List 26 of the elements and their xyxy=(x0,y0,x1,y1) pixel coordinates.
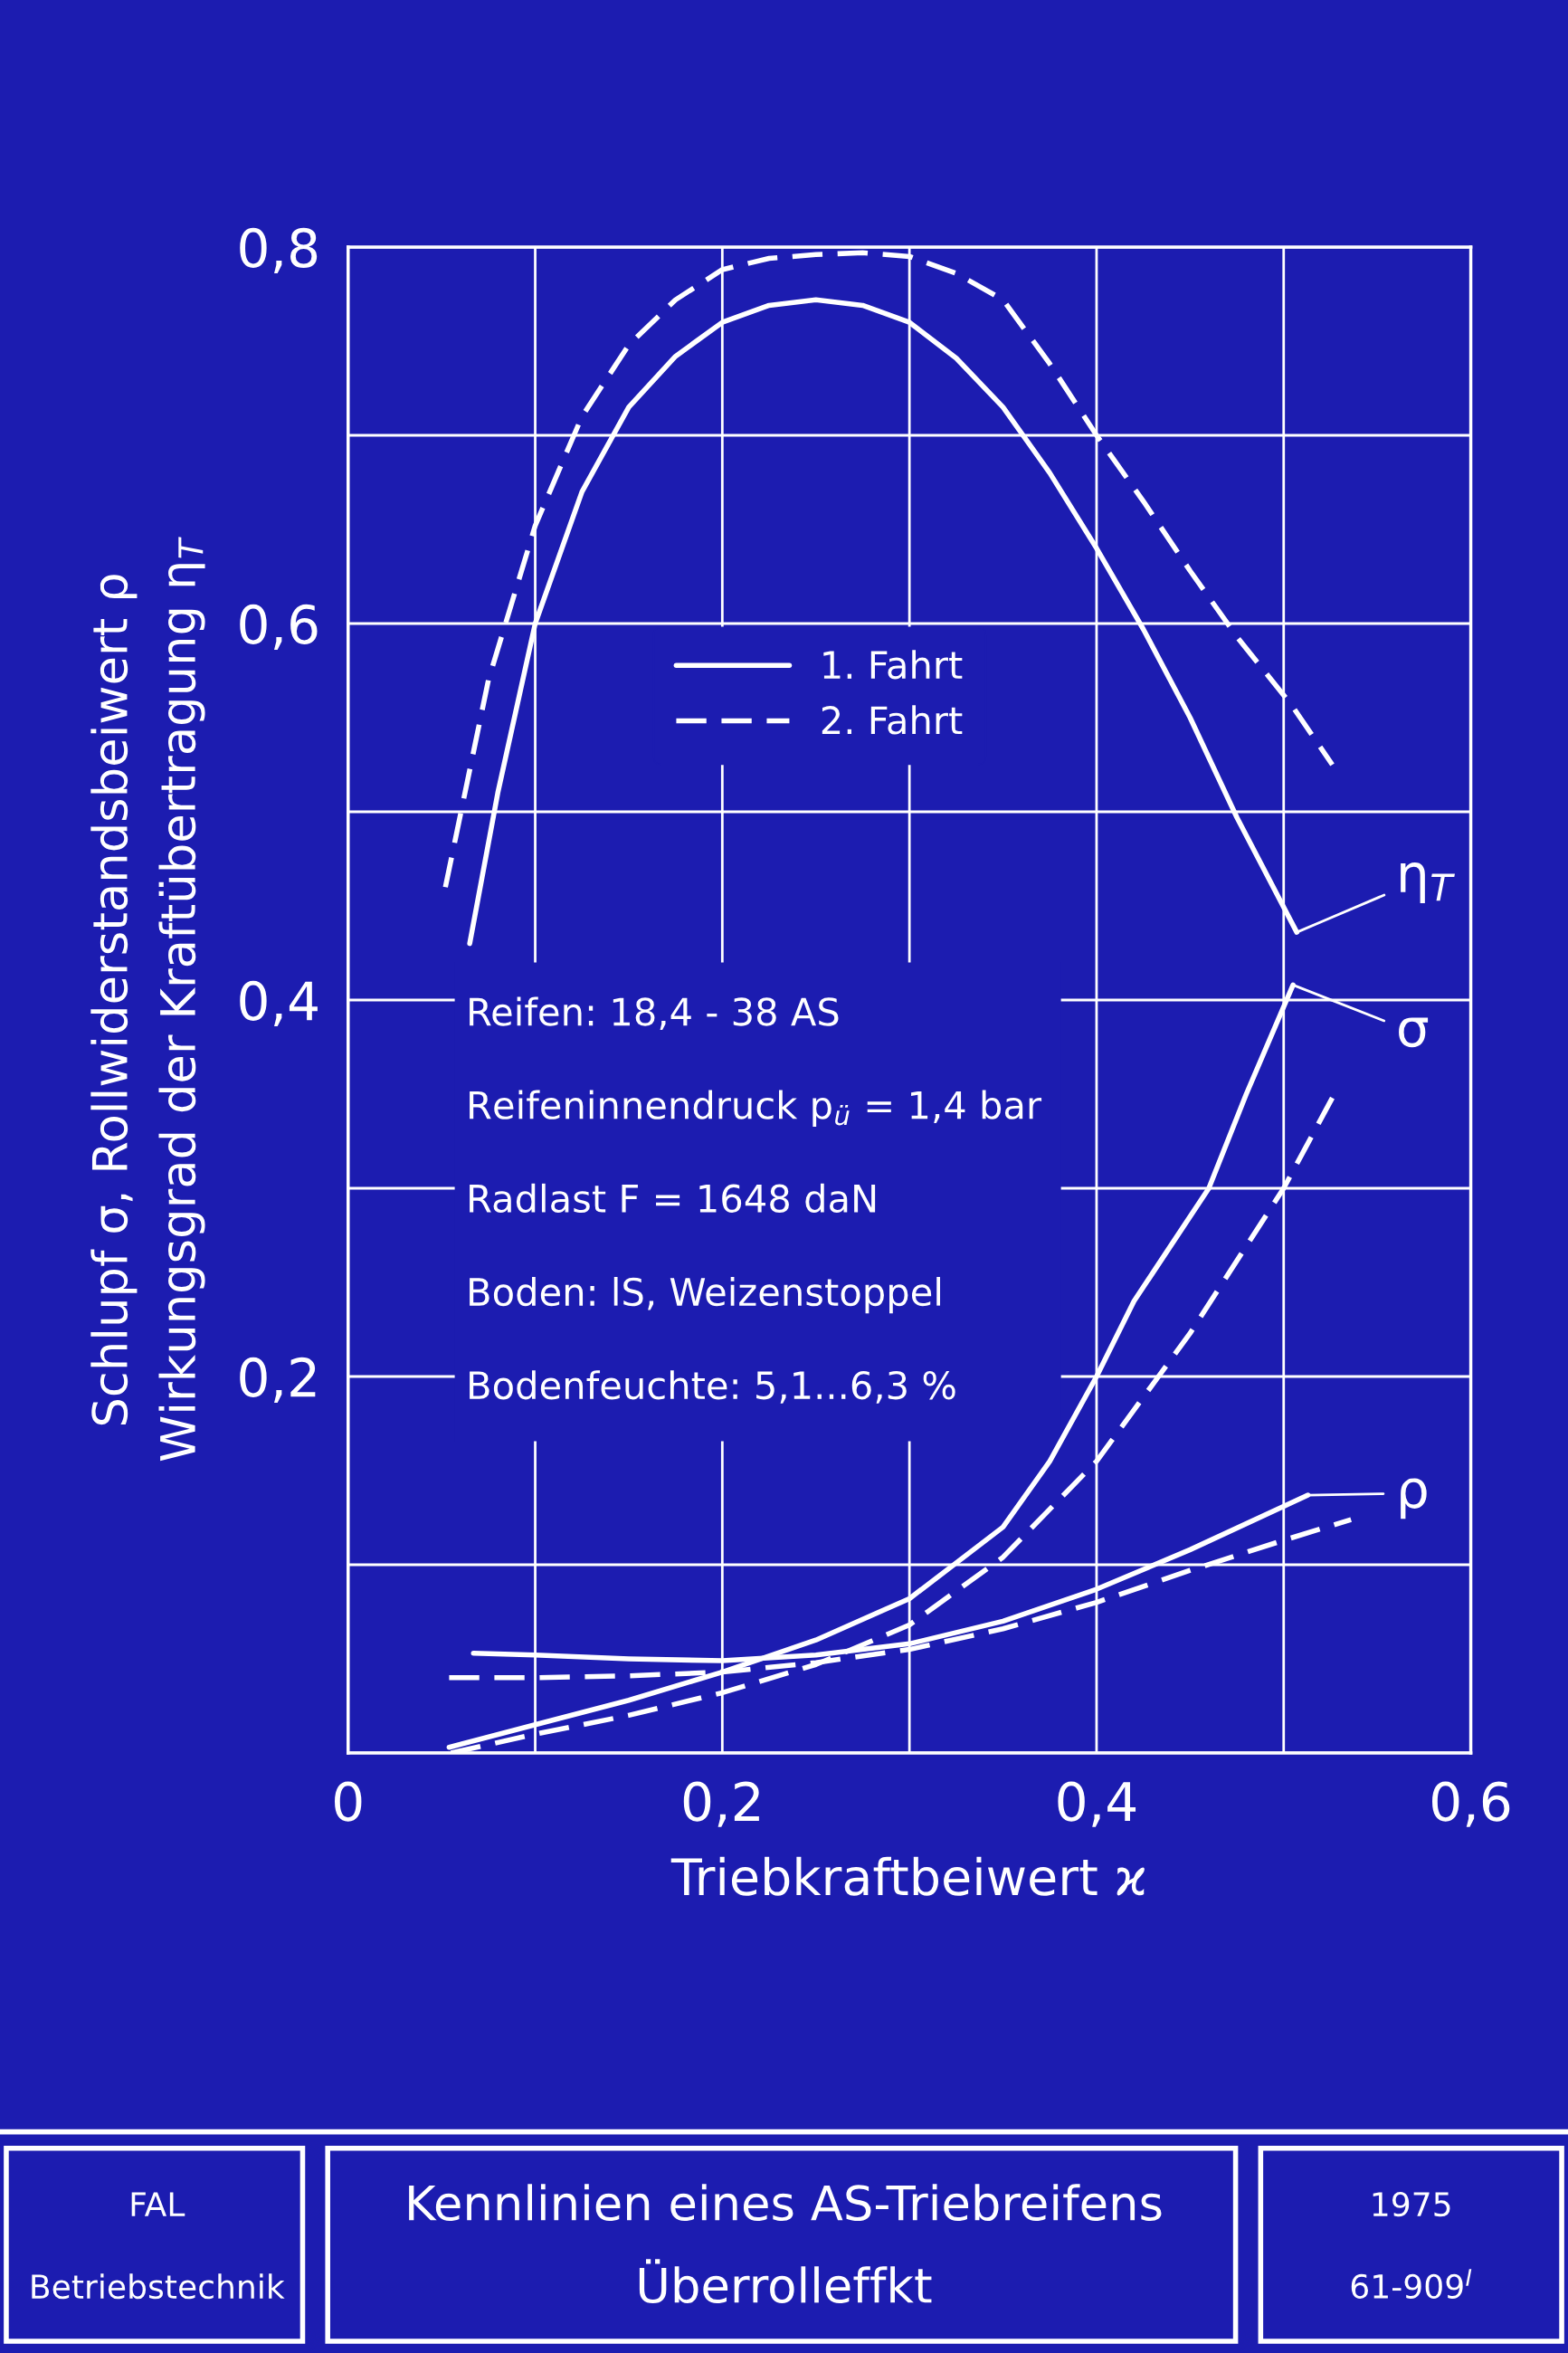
text: 1975 xyxy=(1373,2191,1450,2217)
y-tick-label: 0,8 xyxy=(240,227,318,273)
text: Kennlinien eines AS-Triebreifens xyxy=(409,2184,1162,2222)
annotation: σ xyxy=(1399,1017,1429,1048)
annotation: Bodenfeuchte: 5,1...6,3 % xyxy=(470,1370,955,1404)
annotation: ρ xyxy=(1401,1478,1427,1519)
x-tick-label: 0 xyxy=(335,1781,362,1822)
annotation: Reifen: 18,4 - 38 AS xyxy=(470,996,839,1030)
x-tick-label: 0,4 xyxy=(1058,1781,1136,1827)
legend-label: 1. Fahrt xyxy=(823,650,963,680)
y-tick-label: 0,4 xyxy=(240,980,318,1026)
text: Betriebstechnik xyxy=(32,2273,285,2300)
text: FAL xyxy=(131,2192,185,2216)
x-tick-label: 0,2 xyxy=(683,1781,759,1827)
y-tick-label: 0,6 xyxy=(240,604,318,650)
annotation: Boden: lS, Weizenstoppel xyxy=(470,1276,940,1314)
annotation: η$_{T}$ xyxy=(1401,862,1455,903)
text: Überrolleffkt xyxy=(639,2259,932,2304)
y-axis-title: Schlupf σ, Rollwiderstandsbeiwert ρ Wirkungsgrad der Kraftübertragung η$_{T}$ xyxy=(90,537,205,1462)
text: 61-909$^{I}$ xyxy=(1351,2269,1472,2300)
x-axis-title: Triebkraftbeiwert ϰ xyxy=(670,1856,1145,1896)
annotation: Reifeninnendruck p$_{ü}$ = 1,4 bar xyxy=(470,1090,1042,1127)
annotation: Radlast F = 1648 daN xyxy=(470,1183,876,1214)
legend-label: 2. Fahrt xyxy=(822,705,963,735)
x-tick-label: 0,6 xyxy=(1432,1781,1510,1827)
y-tick-label: 0,2 xyxy=(240,1357,316,1403)
